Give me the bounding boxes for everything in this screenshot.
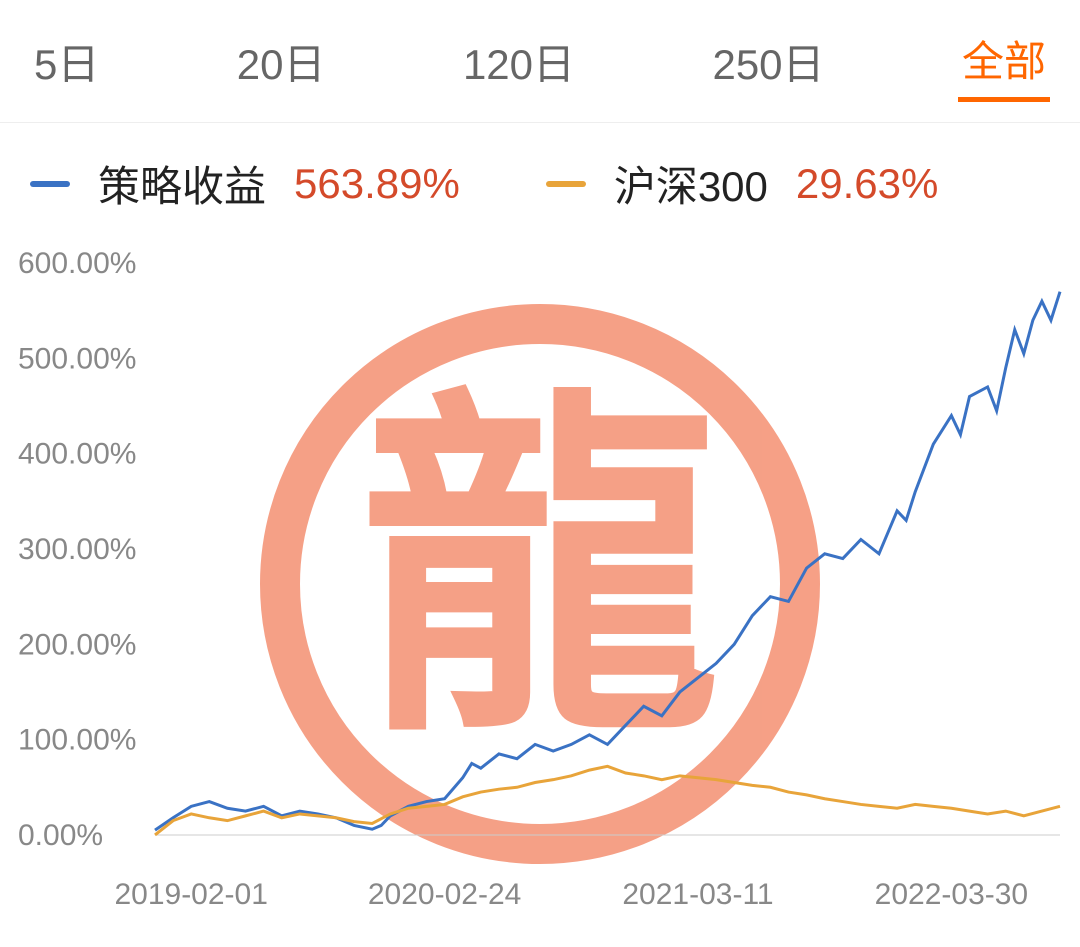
legend-swatch-hs300: [546, 181, 586, 187]
series-hs300: [155, 766, 1060, 835]
x-tick-label: 2022-03-30: [875, 878, 1028, 911]
tab-120d[interactable]: 120日: [459, 23, 579, 100]
time-range-tabs: 5日 20日 120日 250日 全部: [0, 0, 1080, 123]
tab-20d[interactable]: 20日: [233, 23, 330, 100]
y-tick-label: 500.00%: [18, 342, 136, 375]
legend-value-hs300: 29.63%: [796, 160, 938, 208]
x-tick-label: 2020-02-24: [368, 878, 521, 911]
legend-swatch-strategy: [30, 181, 70, 187]
legend-value-strategy: 563.89%: [294, 160, 460, 208]
y-tick-label: 200.00%: [18, 628, 136, 661]
tab-5d[interactable]: 5日: [30, 23, 103, 100]
y-tick-label: 100.00%: [18, 724, 136, 757]
y-tick-label: 0.00%: [18, 819, 103, 852]
y-tick-label: 600.00%: [18, 247, 136, 280]
legend-label-strategy: 策略收益: [98, 153, 266, 214]
tab-250d[interactable]: 250日: [708, 23, 828, 100]
x-tick-label: 2021-03-11: [622, 878, 773, 911]
series-strategy: [155, 292, 1060, 831]
x-tick-label: 2019-02-01: [114, 878, 267, 911]
y-tick-label: 400.00%: [18, 438, 136, 471]
legend-label-hs300: 沪深300: [614, 153, 768, 214]
returns-chart: 龍 0.00%100.00%200.00%300.00%400.00%500.0…: [0, 224, 1080, 944]
chart-legend: 策略收益 563.89% 沪深300 29.63%: [0, 123, 1080, 224]
chart-svg: 0.00% 100.00% 200.00% 300.00% 400.00% 500.00%…: [0, 224, 1080, 944]
y-tick-label: 300.00%: [18, 533, 136, 566]
tab-all[interactable]: 全部: [958, 20, 1050, 102]
